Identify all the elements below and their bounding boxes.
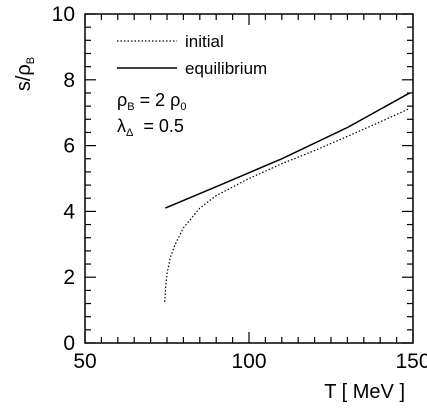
y-axis-label: s/ρB xyxy=(13,57,37,91)
y-tick-label: 10 xyxy=(52,3,75,26)
annotations: ρB = 2 ρ0 λΔ = 0.5 xyxy=(117,90,187,139)
y-tick-label: 4 xyxy=(63,200,75,223)
y-tick-label: 2 xyxy=(63,266,75,289)
legend: initial equilibrium xyxy=(117,32,267,78)
x-tick-label: 50 xyxy=(73,350,96,373)
x-tick-label: 150 xyxy=(395,350,427,373)
axes: 0 2 4 6 8 10 50 100 150 xyxy=(52,3,427,373)
annotation-lambda: λΔ = 0.5 xyxy=(117,116,184,139)
series-layer xyxy=(164,92,411,302)
y-tick-label: 8 xyxy=(63,69,75,92)
legend-label-equilibrium: equilibrium xyxy=(185,59,267,78)
series-line-initial xyxy=(164,107,410,302)
y-tick-label: 6 xyxy=(63,135,75,158)
legend-label-initial: initial xyxy=(185,32,224,51)
x-axis-label: T [ MeV ] xyxy=(324,381,405,403)
x-tick-label: 100 xyxy=(231,350,266,373)
series-line-equilibrium xyxy=(165,92,411,209)
y-tick-label: 0 xyxy=(63,332,75,355)
annotation-density: ρB = 2 ρ0 xyxy=(117,90,187,113)
